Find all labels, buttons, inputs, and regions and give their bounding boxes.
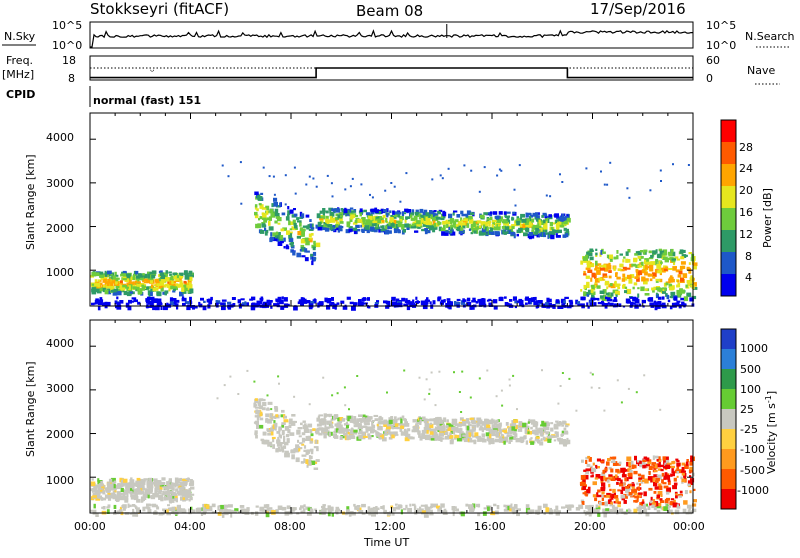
power-colorbar: 28 24 20 16 12 8 4 Power [dB] (720, 119, 774, 297)
cpid-value: normal (fast) 151 (93, 94, 201, 107)
nave-label: Nave (747, 64, 775, 77)
freq-tick-top: 18 (62, 54, 76, 67)
velocity-panel: 4000 3000 2000 1000 Slant Range [km] (24, 319, 697, 518)
sky-noise-line (90, 29, 693, 48)
vel-tick-1000: 1000 (740, 342, 768, 355)
vel-tick-500: 500 (740, 363, 761, 376)
sky-noise-panel: N.Sky 10^5 10^0 10^5 10^0 N.Search (2, 19, 795, 52)
vel-y-label: Slant Range [km] (24, 361, 37, 457)
station-title: Stokkseyri (fitACF) (90, 0, 229, 18)
power-colorbar-segment (721, 274, 736, 297)
sky-label: N.Sky (4, 30, 36, 43)
echo-evening-near-range (579, 455, 697, 508)
beam-title: Beam 08 (356, 2, 423, 20)
far-range-scatter (221, 161, 690, 207)
vel-tick-100: 100 (740, 383, 761, 396)
vel-tick-minus500: -500 (740, 464, 765, 477)
power-tick-24: 24 (739, 162, 753, 175)
power-colorbar-segment (721, 142, 736, 165)
search-tick-top: 10^5 (706, 19, 736, 32)
x-axis: 00:00 04:00 08:00 12:00 16:00 20:00 00:0… (74, 520, 705, 549)
echo-evening-near-range (580, 248, 698, 302)
velocity-colorbar-segment (721, 449, 736, 470)
vel-y-tick-4000: 4000 (46, 337, 74, 350)
power-colorbar-segment (721, 208, 736, 231)
freq-label-2: [MHz] (2, 68, 34, 81)
power-tick-8: 8 (745, 250, 752, 263)
date-title: 17/Sep/2016 (590, 0, 686, 18)
nave-glyph: ᵕ (150, 65, 155, 78)
power-tick-28: 28 (739, 141, 753, 154)
power-panel: 4000 3000 2000 1000 Slant Range [km] (24, 112, 698, 311)
power-colorbar-segment (721, 230, 736, 253)
velocity-colorbar-segment (721, 409, 736, 430)
power-y-tick-3000: 3000 (46, 177, 74, 190)
velocity-colorbar: 1000 500 100 25 -25 -100 -500 -1000 Velo… (720, 328, 778, 510)
vel-y-tick-2000: 2000 (46, 428, 74, 441)
nave-tick-top: 60 (706, 54, 720, 67)
cpid-label: CPID (6, 88, 35, 101)
power-colorbar-segment (721, 252, 736, 275)
x-tick-0000: 00:00 (74, 520, 106, 533)
power-tick-12: 12 (739, 228, 753, 241)
nave-tick-bottom: 0 (706, 72, 713, 85)
velocity-colorbar-segment (721, 469, 736, 490)
x-tick-0400: 04:00 (174, 520, 206, 533)
sky-tick-top: 10^5 (52, 19, 82, 32)
power-tick-4: 4 (745, 271, 752, 284)
x-tick-2000: 20:00 (574, 520, 606, 533)
velocity-colorbar-segment (721, 429, 736, 450)
velocity-scale-label: Velocity [m s-1] (764, 391, 778, 474)
velocity-colorbar-segment (721, 389, 736, 410)
power-colorbar-segment (721, 120, 736, 143)
freq-label-1: Freq. (6, 54, 33, 67)
freq-tick-bottom: 8 (68, 72, 75, 85)
frequency-panel: ᵕ Freq. [MHz] 18 8 60 0 Nave (2, 54, 780, 85)
vel-tick-minus100: -100 (740, 443, 765, 456)
x-tick-1600: 16:00 (474, 520, 506, 533)
echo-near-range-band (90, 270, 194, 297)
velocity-colorbar-segment (721, 349, 736, 370)
velocity-colorbar-segment (721, 369, 736, 390)
power-tick-16: 16 (739, 206, 753, 219)
x-tick-0800: 08:00 (274, 520, 306, 533)
search-label: N.Search (745, 30, 795, 43)
vel-y-tick-1000: 1000 (46, 474, 74, 487)
power-colorbar-segment (721, 186, 736, 209)
vel-tick-25: 25 (740, 403, 754, 416)
velocity-unit-sup: -1 (764, 395, 773, 403)
power-data (90, 161, 698, 311)
x-tick-2400: 00:00 (673, 520, 705, 533)
power-y-label: Slant Range [km] (24, 154, 37, 250)
vel-y-tick-3000: 3000 (46, 382, 74, 395)
power-y-tick-2000: 2000 (46, 222, 74, 235)
echo-near-range-band (90, 477, 195, 504)
power-y-tick-4000: 4000 (46, 131, 74, 144)
velocity-colorbar-segment (721, 329, 736, 350)
power-y-tick-1000: 1000 (46, 266, 74, 279)
vel-tick-minus25: -25 (740, 423, 758, 436)
power-tick-20: 20 (739, 184, 753, 197)
far-range-scatter (216, 369, 662, 413)
power-scale-label: Power [dB] (761, 188, 774, 248)
x-tick-1200: 12:00 (374, 520, 406, 533)
vel-tick-minus1000: -1000 (737, 484, 769, 497)
x-axis-label: Time UT (363, 536, 409, 549)
frequency-line (90, 67, 693, 79)
velocity-colorbar-segment (721, 489, 736, 510)
echo-main-E-W-band (253, 398, 571, 470)
echo-main-E-W-band (254, 191, 571, 266)
sky-tick-bottom: 10^0 (52, 39, 82, 52)
power-colorbar-segment (721, 164, 736, 187)
search-tick-bottom: 10^0 (706, 39, 736, 52)
